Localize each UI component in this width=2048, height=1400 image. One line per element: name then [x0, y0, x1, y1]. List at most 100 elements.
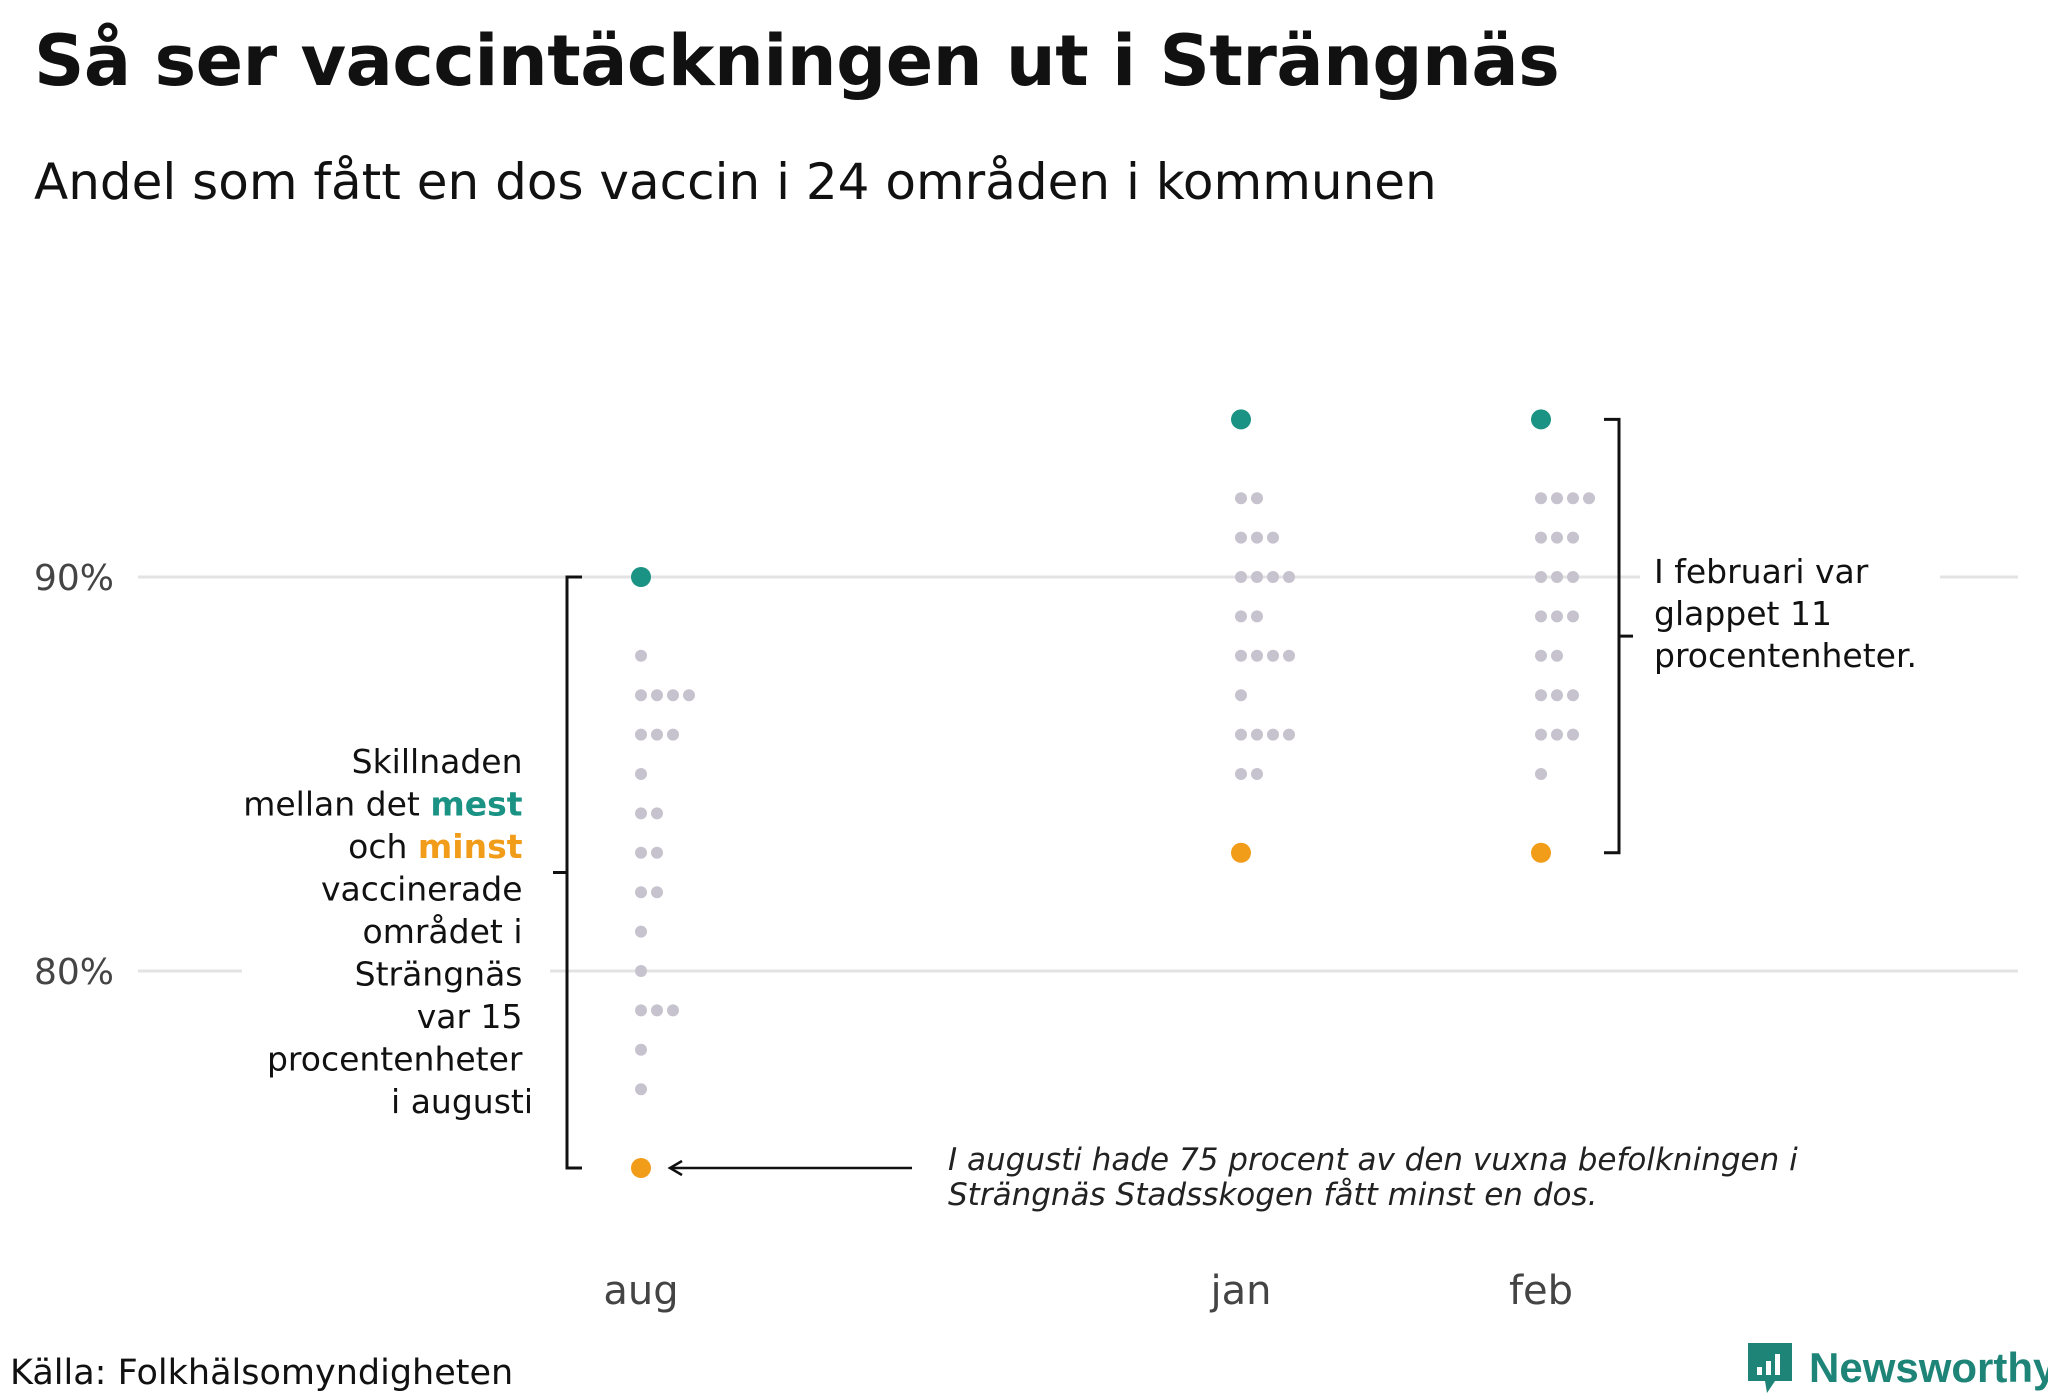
area-dot-jan: [1235, 610, 1247, 623]
left-annotation: Skillnaden mellan det mest och minst vac…: [243, 742, 533, 1121]
area-dot-jan: [1267, 649, 1279, 662]
area-dot-aug: [651, 846, 663, 859]
area-dot-feb: [1551, 610, 1563, 623]
area-dot-jan: [1251, 571, 1263, 583]
area-dot-feb: [1535, 492, 1547, 505]
area-dot-jan: [1235, 689, 1247, 702]
max-dot-aug: [631, 567, 651, 587]
left-annotation-line: området i: [363, 912, 523, 951]
area-dot-feb: [1535, 571, 1547, 583]
area-dot-aug: [635, 1004, 647, 1017]
left-annotation-line: mellan det mest: [243, 785, 523, 824]
area-dot-jan: [1235, 649, 1247, 662]
arrow-head: [667, 1159, 683, 1177]
bottom-annotation: I augusti hade 75 procent av den vuxna b…: [948, 1142, 1808, 1213]
area-dot-aug: [635, 728, 647, 741]
right-bracket-path: [1604, 417, 1633, 855]
area-dot-aug: [651, 807, 663, 820]
area-dot-aug: [651, 728, 663, 741]
area-dot-aug: [667, 1004, 679, 1017]
left-bracket-path: [553, 575, 582, 1170]
area-dot-aug: [651, 689, 663, 702]
area-dot-jan: [1267, 571, 1279, 583]
chart-subtitle: Andel som fått en dos vaccin i 24 område…: [34, 153, 1437, 211]
area-dot-feb: [1567, 492, 1579, 505]
area-dot-aug: [635, 925, 647, 938]
highlight-mest: mest: [430, 785, 522, 824]
area-dot-jan: [1267, 728, 1279, 741]
area-dot-feb: [1535, 689, 1547, 702]
area-dot-jan: [1283, 728, 1295, 741]
x-axis: aug jan feb: [603, 1268, 1573, 1314]
area-dot-aug: [651, 886, 663, 899]
area-dot-jan: [1251, 768, 1263, 780]
min-dot-feb: [1531, 842, 1551, 863]
area-dot-feb: [1535, 728, 1547, 741]
area-dot-aug: [635, 846, 647, 859]
highlight-minst: minst: [418, 827, 523, 866]
min-dot-aug: [631, 1158, 651, 1178]
area-dot-feb: [1535, 531, 1547, 544]
y-tick-label-90: 90%: [34, 558, 114, 599]
left-annotation-line: var 15: [417, 997, 533, 1036]
area-dot-jan: [1251, 728, 1263, 741]
area-dot-aug: [635, 768, 647, 780]
area-dot-jan: [1283, 571, 1295, 583]
source-note: Källa: Folkhälsomyndigheten: [10, 1353, 514, 1393]
area-dot-aug: [635, 807, 647, 820]
left-annotation-text: mellan det: [243, 785, 430, 824]
area-dot-feb: [1535, 768, 1547, 780]
right-annotation-line: I februari var: [1654, 552, 1869, 591]
data-points: [631, 409, 1595, 1178]
area-dot-aug: [683, 689, 695, 702]
newsworthy-logo-icon: [1748, 1343, 1792, 1393]
left-annotation-text: och: [348, 827, 418, 866]
area-dot-jan: [1251, 610, 1263, 623]
min-dot-jan: [1231, 842, 1251, 863]
area-dot-aug: [651, 1004, 663, 1017]
right-range-bracket: [1604, 417, 1633, 855]
area-dot-feb: [1551, 649, 1563, 662]
bottom-annotation-line: I augusti hade 75 procent av den vuxna b…: [948, 1142, 1798, 1178]
area-dot-aug: [635, 965, 647, 977]
area-dot-aug: [667, 689, 679, 702]
max-dot-jan: [1231, 409, 1251, 430]
area-dot-feb: [1535, 610, 1547, 623]
right-annotation: I februari var glappet 11 procentenheter…: [1654, 552, 1917, 675]
area-dot-jan: [1235, 492, 1247, 505]
newsworthy-logo[interactable]: Newsworthy: [1745, 1340, 2048, 1396]
area-dot-feb: [1551, 531, 1563, 544]
area-dot-aug: [667, 728, 679, 741]
gridlines: [138, 545, 2018, 973]
area-dot-aug: [635, 1083, 647, 1096]
area-dot-feb: [1567, 610, 1579, 623]
left-annotation-line: i augusti: [391, 1082, 533, 1121]
area-dot-aug: [635, 649, 647, 662]
area-dot-jan: [1251, 649, 1263, 662]
y-axis: 90% 80%: [34, 558, 114, 993]
x-tick-label-jan: jan: [1210, 1268, 1272, 1314]
y-tick-label-80: 80%: [34, 952, 114, 993]
x-tick-label-aug: aug: [603, 1268, 678, 1314]
area-dot-feb: [1567, 531, 1579, 544]
area-dot-feb: [1583, 492, 1595, 505]
area-dot-jan: [1235, 531, 1247, 544]
annotation-arrow: [667, 1159, 912, 1177]
area-dot-jan: [1251, 531, 1263, 544]
area-dot-feb: [1567, 689, 1579, 702]
area-dot-jan: [1235, 768, 1247, 780]
left-annotation-line: och minst: [348, 827, 523, 866]
right-annotation-line: glappet 11: [1654, 594, 1832, 633]
left-annotation-line: vaccinerade: [321, 870, 522, 909]
area-dot-feb: [1551, 571, 1563, 583]
area-dot-feb: [1567, 571, 1579, 583]
area-dot-feb: [1567, 728, 1579, 741]
area-dot-jan: [1267, 531, 1279, 544]
max-dot-feb: [1531, 409, 1551, 430]
area-dot-jan: [1235, 728, 1247, 741]
area-dot-feb: [1551, 689, 1563, 702]
right-annotation-line: procentenheter.: [1654, 636, 1917, 675]
newsworthy-logo-text: Newsworthy: [1809, 1344, 2048, 1391]
area-dot-aug: [635, 1043, 647, 1056]
